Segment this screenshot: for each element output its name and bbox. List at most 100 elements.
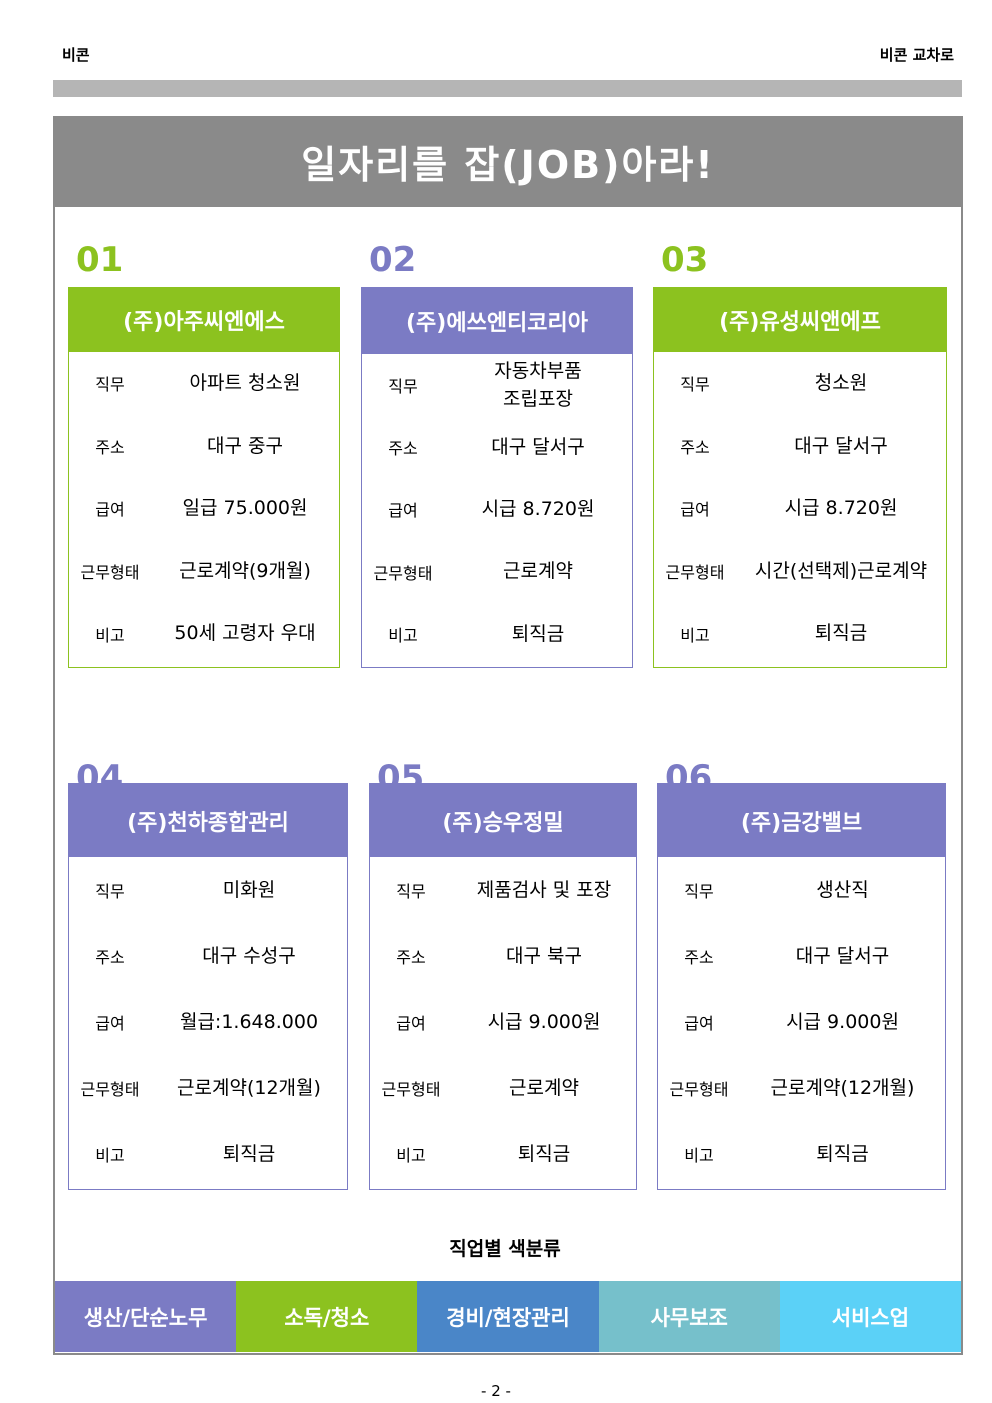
header-band — [53, 80, 962, 97]
field-value: 퇴직금 — [816, 1142, 869, 1165]
company-name: (주)아주씨엔에스 — [69, 288, 339, 352]
row-note: 비고 퇴직금 — [69, 1121, 347, 1187]
company-name: (주)유성씨앤에프 — [654, 288, 946, 352]
header-left: 비콘 — [62, 46, 90, 64]
field-label: 직무 — [95, 375, 125, 395]
field-value: 대구 달서구 — [794, 434, 888, 457]
field-value: 대구 수성구 — [202, 944, 296, 967]
field-value: 대구 중구 — [207, 434, 283, 457]
row-job: 직무 미화원 — [69, 857, 347, 923]
field-value: 시급 8.720원 — [784, 497, 898, 520]
row-address: 주소 대구 중구 — [69, 415, 339, 478]
row-address: 주소 대구 달서구 — [362, 416, 632, 478]
field-value: 시급 9.000원 — [487, 1010, 601, 1033]
field-label: 급여 — [388, 501, 418, 521]
row-type: 근무형태 근로계약(12개월) — [658, 1055, 945, 1121]
row-note: 비고 퇴직금 — [362, 603, 632, 665]
field-value: 시급 8.720원 — [481, 498, 595, 521]
field-label: 근무형태 — [381, 1080, 441, 1099]
row-job: 직무 자동차부품 조립포장 — [362, 354, 632, 416]
row-note: 비고 50세 고령자 우대 — [69, 602, 339, 665]
field-value: 일급 75.000원 — [182, 497, 308, 520]
field-label: 직무 — [95, 882, 125, 901]
field-value: 50세 고령자 우대 — [174, 622, 316, 645]
header-right: 비콘 교차로 — [879, 46, 954, 64]
row-pay: 급여 일급 75.000원 — [69, 477, 339, 540]
company-name: (주)에쓰엔티코리아 — [362, 288, 632, 354]
page-number: - 2 - — [481, 1382, 511, 1400]
row-pay: 급여 시급 8.720원 — [654, 477, 946, 540]
job-number: 01 — [76, 240, 124, 280]
field-value: 시급 9.000원 — [786, 1010, 899, 1033]
field-value: 퇴직금 — [517, 1142, 571, 1165]
row-pay: 급여 시급 9.000원 — [370, 989, 636, 1055]
field-value: 퇴직금 — [222, 1142, 276, 1165]
field-label: 근무형태 — [665, 563, 725, 583]
field-label: 직무 — [388, 377, 418, 397]
field-label: 직무 — [684, 882, 714, 901]
field-label: 주소 — [95, 948, 125, 967]
field-label: 비고 — [680, 625, 710, 645]
row-address: 주소 대구 수성구 — [69, 923, 347, 989]
legend-title: 직업별 색분류 — [449, 1238, 561, 1260]
row-job: 직무 제품검사 및 포장 — [370, 857, 636, 923]
field-label: 비고 — [95, 1146, 125, 1165]
field-label: 비고 — [684, 1146, 714, 1165]
field-label: 근무형태 — [373, 563, 433, 583]
field-label: 주소 — [684, 948, 714, 967]
legend-item: 사무보조 — [598, 1281, 780, 1352]
field-value: 근로계약(12개월) — [770, 1076, 915, 1099]
field-label: 비고 — [388, 625, 418, 645]
field-label: 주소 — [95, 437, 125, 457]
legend-item: 서비스업 — [779, 1281, 962, 1352]
field-value: 퇴직금 — [511, 622, 565, 645]
field-label: 근무형태 — [80, 1080, 140, 1099]
field-value: 대구 북구 — [506, 944, 582, 967]
field-value: 퇴직금 — [814, 622, 868, 645]
row-pay: 급여 월급:1.648.000 — [69, 989, 347, 1055]
field-label: 비고 — [396, 1146, 426, 1165]
field-value: 근로계약 — [509, 1076, 579, 1099]
field-value: 시간(선택제)근로계약 — [754, 559, 928, 582]
row-note: 비고 퇴직금 — [658, 1121, 945, 1187]
row-type: 근무형태 근로계약 — [362, 541, 632, 603]
field-value: 미화원 — [222, 878, 276, 901]
field-label: 급여 — [95, 1014, 125, 1033]
legend-item: 생산/단순노무 — [55, 1281, 237, 1352]
row-type: 근무형태 근로계약(9개월) — [69, 540, 339, 603]
field-value: 생산직 — [816, 878, 869, 901]
row-type: 근무형태 시간(선택제)근로계약 — [654, 540, 946, 603]
legend: 생산/단순노무 소독/청소 경비/현장관리 사무보조 서비스업 — [55, 1281, 962, 1352]
field-value: 월급:1.648.000 — [179, 1010, 319, 1033]
field-value: 근로계약(12개월) — [177, 1076, 321, 1099]
field-label: 직무 — [680, 375, 710, 395]
field-value: 청소원 — [814, 372, 868, 395]
field-label: 주소 — [396, 948, 426, 967]
row-note: 비고 퇴직금 — [370, 1121, 636, 1187]
legend-item: 소독/청소 — [236, 1281, 418, 1352]
field-label: 근무형태 — [669, 1080, 729, 1099]
company-name: (주)금강밸브 — [658, 784, 945, 857]
row-job: 직무 청소원 — [654, 352, 946, 415]
row-type: 근무형태 근로계약(12개월) — [69, 1055, 347, 1121]
field-value: 대구 달서구 — [491, 436, 585, 459]
field-label: 급여 — [680, 500, 710, 520]
field-label: 주소 — [680, 437, 710, 457]
row-pay: 급여 시급 8.720원 — [362, 478, 632, 540]
field-value: 대구 달서구 — [795, 944, 890, 967]
legend-item: 경비/현장관리 — [417, 1281, 599, 1352]
job-number: 02 — [369, 240, 417, 280]
field-label: 급여 — [396, 1014, 426, 1033]
job-card: (주)천하종합관리 직무 미화원 주소 대구 수성구 급여 월급:1.648.000 근무형태… — [68, 783, 348, 1190]
field-value: 근로계약 — [503, 560, 573, 583]
field-value: 아파트 청소원 — [189, 372, 301, 395]
company-name: (주)승우정밀 — [370, 784, 636, 857]
row-type: 근무형태 근로계약 — [370, 1055, 636, 1121]
row-pay: 급여 시급 9.000원 — [658, 989, 945, 1055]
job-number: 03 — [661, 240, 709, 280]
